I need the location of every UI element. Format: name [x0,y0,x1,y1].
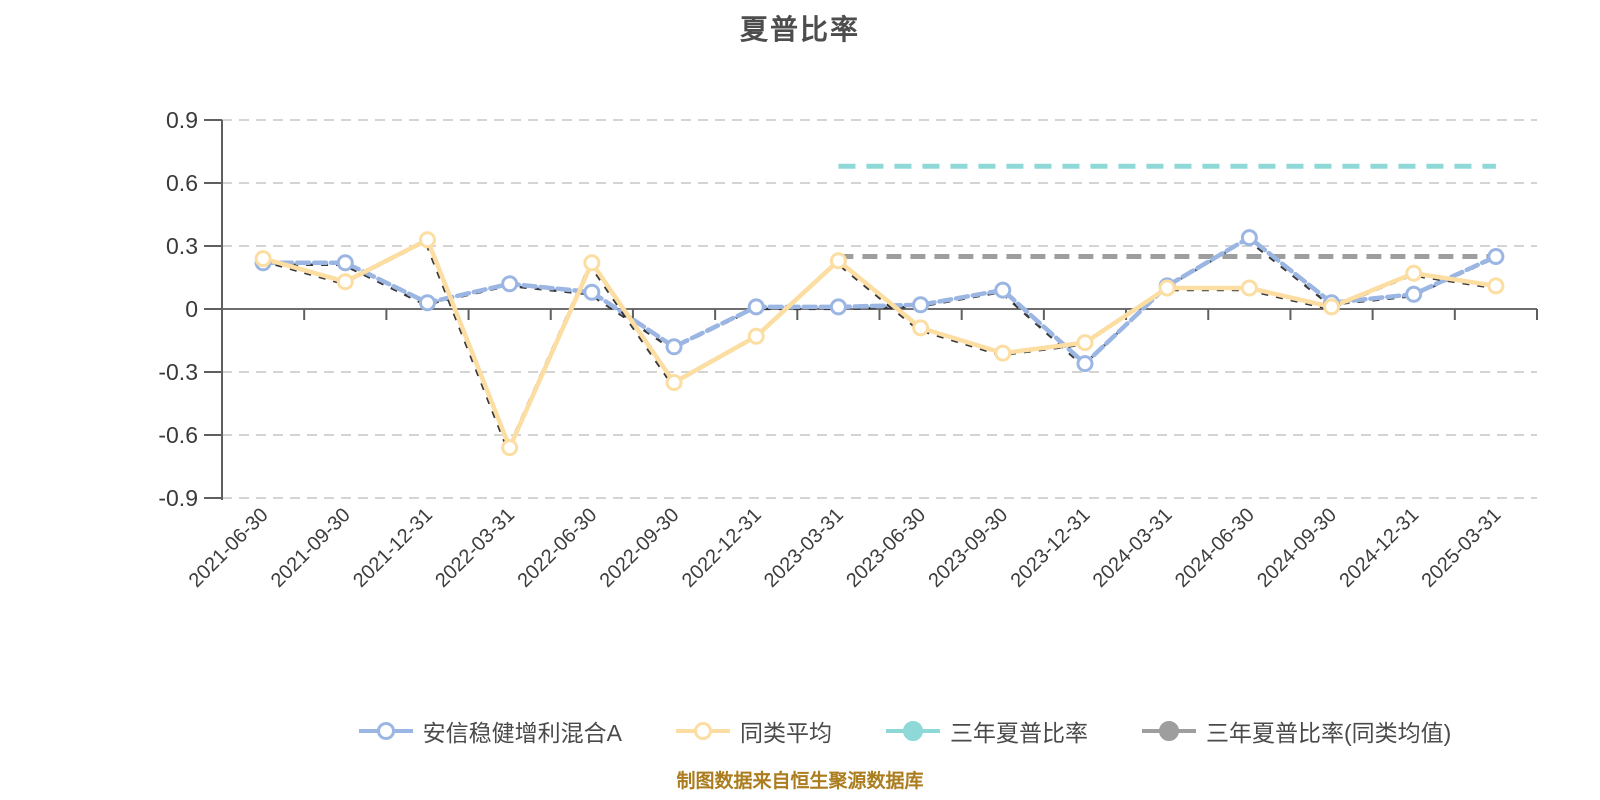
data-point-marker-category-average[interactable] [747,327,765,345]
data-point-marker-category-average[interactable] [583,254,601,272]
data-point-marker-fund[interactable] [665,338,683,356]
x-axis-label: 2023-09-30 [924,504,1012,592]
data-point-marker-category-average[interactable] [912,319,930,337]
legend-label-category-average: 同类平均 [740,720,832,746]
data-point-marker-fund[interactable] [994,281,1012,299]
series-line-fund [260,235,1499,366]
legend-item-fund[interactable]: 安信稳健增利混合A [358,714,622,748]
data-point-marker-fund[interactable] [583,283,601,301]
x-axis-label: 2022-09-30 [596,504,684,592]
data-point-marker-fund[interactable] [1076,355,1094,373]
chart-title: 夏普比率 [739,14,860,45]
data-source-note: 制图数据来自恒生聚源数据库 [676,771,924,792]
x-axis-label: 2022-12-31 [678,504,766,592]
x-axis-label: 2022-06-30 [513,504,601,592]
data-point-marker-category-average[interactable] [418,231,436,249]
data-point-marker-category-average[interactable] [1076,334,1094,352]
legend-label-3y-sharpe-category: 三年夏普比率(同类均值) [1206,720,1452,746]
data-point-marker-category-average[interactable] [501,439,519,457]
data-point-marker-fund[interactable] [1240,229,1258,247]
x-axis-label: 2022-03-31 [431,504,519,592]
data-point-marker-fund[interactable] [829,298,847,316]
data-point-marker-category-average[interactable] [254,250,272,268]
legend-item-3y-sharpe-category[interactable]: 三年夏普比率(同类均值) [1142,714,1451,748]
x-axis-label: 2023-12-31 [1007,504,1095,592]
y-axis-label: 0 [185,296,198,322]
legend-label-fund: 安信稳健增利混合A [422,720,622,746]
x-axis-label: 2021-12-31 [349,504,437,592]
x-axis-label: 2024-06-30 [1171,504,1259,592]
data-point-marker-fund[interactable] [336,254,354,272]
legend-item-3y-sharpe[interactable]: 三年夏普比率 [886,714,1088,748]
x-axis-label: 2023-03-31 [760,504,848,592]
data-point-marker-fund[interactable] [1405,285,1423,303]
sharpe-ratio-chart: 0.9 0.6 0.3 0 -0.3 -0.6 -0.92021-06-302021-09-… [158,107,1538,592]
chart-legend: 安信稳健增利混合A 同类平均 三年夏普比率 三年夏普比率(同类均值) [0,714,1600,748]
x-axis-label: 2024-03-31 [1089,504,1177,592]
y-axis-label: -0.6 [158,422,198,448]
legend-item-category-average[interactable]: 同类平均 [676,714,832,748]
series-shadow [260,239,1495,453]
legend-symbol-3y-sharpe-category-icon [1142,721,1196,741]
legend-label-3y-sharpe: 三年夏普比率 [950,720,1088,746]
data-point-marker-fund[interactable] [1487,248,1505,265]
y-axis-label: 0.9 [166,107,198,133]
data-point-marker-fund[interactable] [501,275,519,293]
data-point-marker-fund[interactable] [418,294,436,312]
x-axis-label: 2024-09-30 [1253,504,1341,592]
series-line-category-average [260,237,1499,450]
data-point-marker-category-average[interactable] [1487,277,1505,295]
legend-symbol-fund-icon [358,722,413,740]
x-axis-label: 2024-12-31 [1335,504,1423,592]
data-point-marker-category-average[interactable] [1240,279,1258,297]
y-axis-label: -0.9 [158,485,198,511]
data-point-marker-category-average[interactable] [336,273,354,291]
x-axis-label: 2023-06-30 [842,504,930,592]
legend-symbol-3y-sharpe-icon [886,721,940,741]
legend-symbol-category-average-icon [676,722,730,740]
data-point-marker-fund[interactable] [747,298,765,316]
data-point-marker-category-average[interactable] [1323,298,1341,316]
data-point-marker-category-average[interactable] [1158,279,1176,297]
data-point-marker-fund[interactable] [912,296,930,314]
y-axis-label: 0.3 [166,233,198,259]
data-point-marker-category-average[interactable] [994,344,1012,362]
x-axis-label: 2021-06-30 [185,504,273,592]
y-axis-label: -0.3 [158,359,198,385]
x-axis-label: 2025-03-31 [1418,504,1506,592]
data-point-marker-category-average[interactable] [1405,264,1423,282]
data-point-marker-category-average[interactable] [665,374,683,391]
x-axis-label: 2021-09-30 [267,504,355,592]
y-axis-label: 0.6 [166,170,198,196]
data-point-marker-category-average[interactable] [829,252,847,270]
